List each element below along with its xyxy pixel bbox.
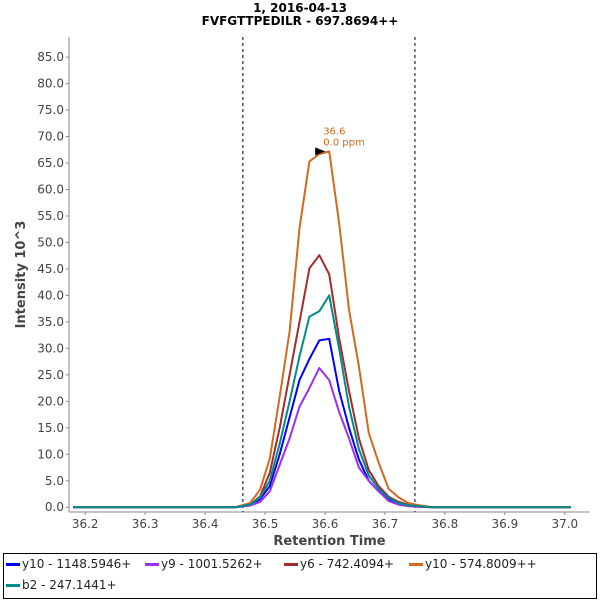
legend-item: b2 - 247.1441+ (6, 578, 117, 592)
y-axis-label: Intensity 10^3 (14, 221, 29, 329)
legend-swatch (284, 563, 298, 566)
legend-label: b2 - 247.1441+ (22, 578, 117, 592)
y-tick-label: 15.0 (37, 421, 64, 435)
y-tick-label: 20.0 (37, 394, 64, 408)
chart-subtitle: FVFGTTPEDILR - 697.8694++ (201, 14, 399, 28)
y-tick-label: 40.0 (37, 288, 64, 302)
x-tick-label: 37.0 (551, 517, 578, 531)
y-tick-label: 65.0 (37, 156, 64, 170)
y-tick-label: 0.0 (45, 500, 64, 514)
x-tick-label: 36.5 (252, 517, 279, 531)
y-tick-label: 70.0 (37, 130, 64, 144)
legend: y10 - 1148.5946+ y9 - 1001.5262+ y6 - 742.… (3, 553, 597, 599)
y-tick-label: 80.0 (37, 77, 64, 91)
y-tick-label: 25.0 (37, 368, 64, 382)
chart-title: 1, 2016-04-13 (253, 1, 347, 15)
y-tick-label: 35.0 (37, 315, 64, 329)
legend-item: y6 - 742.4094+ (284, 557, 394, 571)
legend-item: y10 - 1148.5946+ (6, 557, 131, 571)
legend-swatch (409, 563, 423, 566)
y-tick-label: 5.0 (45, 474, 64, 488)
legend-label: y9 - 1001.5262+ (161, 557, 263, 571)
peak-annotation-label: 0.0 ppm (323, 137, 365, 148)
legend-item: y10 - 574.8009++ (409, 557, 537, 571)
legend-label: y10 - 574.8009++ (425, 557, 537, 571)
y-tick-label: 10.0 (37, 447, 64, 461)
x-axis-label: Retention Time (273, 534, 385, 549)
series-line-1 (73, 367, 571, 509)
y-tick-label: 85.0 (37, 50, 64, 64)
y-tick-label: 50.0 (37, 235, 64, 249)
y-tick-label: 45.0 (37, 262, 64, 276)
legend-label: y10 - 1148.5946+ (22, 557, 132, 571)
x-tick-label: 36.9 (492, 517, 519, 531)
legend-label: y6 - 742.4094+ (300, 557, 395, 571)
x-tick-label: 36.3 (132, 517, 159, 531)
legend-swatch (6, 584, 20, 587)
legend-swatch (145, 563, 159, 566)
series-line-4 (73, 294, 571, 509)
y-tick-label: 75.0 (37, 103, 64, 117)
legend-swatch (6, 563, 20, 566)
series-line-3 (73, 150, 571, 509)
y-tick-label: 30.0 (37, 341, 64, 355)
y-tick-label: 60.0 (37, 183, 64, 197)
peak-marker-arrow-icon (315, 147, 326, 156)
x-tick-label: 36.6 (312, 517, 339, 531)
x-tick-label: 36.4 (192, 517, 219, 531)
peak-annotation-label: 36.6 (323, 126, 345, 137)
x-tick-label: 36.8 (432, 517, 459, 531)
legend-item: y9 - 1001.5262+ (145, 557, 263, 571)
chromatogram-chart: 0.0 5.0 10.0 15.0 20.0 25.0 30.0 35.0 40.0 45.0 50… (14, 37, 590, 549)
y-tick-label: 55.0 (37, 209, 64, 223)
x-tick-label: 36.7 (372, 517, 399, 531)
x-tick-label: 36.2 (72, 517, 99, 531)
